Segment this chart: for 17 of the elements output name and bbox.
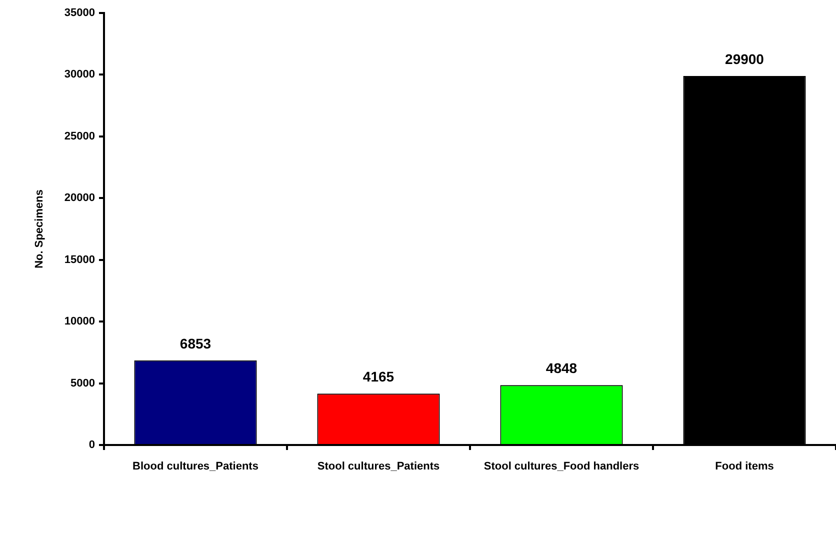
x-tick-label: Blood cultures_Patients (132, 460, 258, 473)
x-tick-label: Food items (715, 460, 774, 473)
y-tick-label: 20000 (64, 192, 95, 204)
y-tick-label: 0 (88, 439, 95, 452)
y-tick-label: 30000 (64, 68, 95, 81)
y-tick-label: 25000 (64, 130, 95, 142)
data-label: 4848 (546, 360, 578, 376)
y-tick-label: 5000 (70, 377, 95, 390)
data-label: 6853 (180, 335, 212, 352)
y-tick-label: 15000 (64, 254, 95, 266)
y-tick-label: 35000 (64, 7, 95, 20)
x-tick-label: Stool cultures_Food handlers (484, 460, 640, 473)
x-tick-label: Stool cultures_Patients (317, 460, 440, 473)
y-tick-label: 10000 (64, 316, 95, 328)
y-axis-title: No. Specimens (34, 190, 46, 268)
data-label: 29900 (725, 50, 764, 67)
data-label: 4165 (362, 368, 394, 384)
